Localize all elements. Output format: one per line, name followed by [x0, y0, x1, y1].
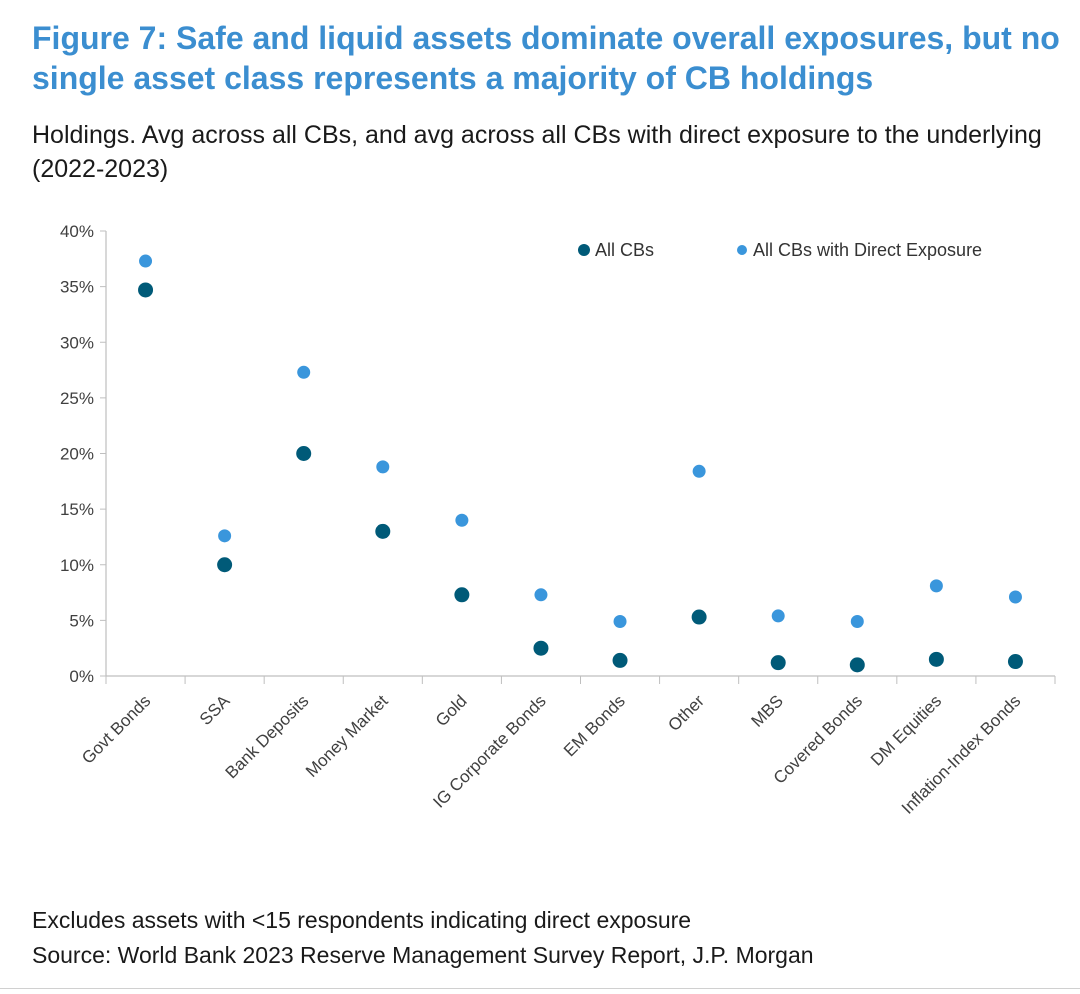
y-tick-label: 5%	[69, 611, 94, 630]
point-direct-exposure	[297, 365, 311, 379]
legend-marker	[737, 245, 747, 255]
point-all-cbs	[691, 609, 707, 625]
point-all-cbs	[849, 657, 865, 673]
point-all-cbs	[375, 523, 391, 539]
y-tick-label: 30%	[60, 333, 94, 352]
point-direct-exposure	[850, 614, 864, 628]
x-tick-label: Govt Bonds	[78, 691, 154, 767]
chart-subtitle: Holdings. Avg across all CBs, and avg ac…	[32, 121, 1042, 183]
x-tick-label: Money Market	[302, 691, 392, 781]
legend-marker	[578, 244, 590, 256]
x-tick-label: MBS	[748, 691, 787, 730]
point-all-cbs	[296, 446, 312, 461]
point-all-cbs	[1007, 654, 1023, 670]
point-direct-exposure	[139, 254, 153, 268]
x-tick-label: EM Bonds	[560, 691, 629, 760]
y-tick-label: 20%	[60, 445, 94, 464]
chart-title: Figure 7: Safe and liquid assets dominat…	[32, 20, 1060, 96]
point-all-cbs	[217, 557, 233, 573]
chart-legend: All CBs All CBs with Direct Exposure	[578, 240, 982, 260]
point-direct-exposure	[929, 579, 943, 593]
y-tick-label: 35%	[60, 278, 94, 297]
point-direct-exposure	[455, 513, 469, 527]
point-direct-exposure	[218, 529, 232, 543]
point-direct-exposure	[376, 460, 390, 474]
scatter-chart: 0% 5% 10% 15% 20% 25% 30% 35% 40% Govt Bonds SSABa…	[60, 222, 1056, 818]
point-all-cbs	[770, 655, 786, 671]
x-tick-label: Other	[664, 691, 708, 735]
chart-marks	[138, 254, 1023, 673]
legend-label: All CBs with Direct Exposure	[753, 240, 982, 260]
point-direct-exposure	[692, 464, 706, 478]
footnote: Excludes assets with <15 respondents ind…	[32, 907, 692, 933]
source-note: Source: World Bank 2023 Reserve Manageme…	[32, 942, 814, 968]
chart-axes: 0% 5% 10% 15% 20% 25% 30% 35% 40% Govt Bonds SSABa…	[60, 222, 1056, 818]
y-tick-label: 25%	[60, 389, 94, 408]
point-all-cbs	[533, 640, 549, 656]
point-direct-exposure	[771, 609, 785, 623]
bottom-divider	[0, 988, 1080, 989]
y-tick-label: 15%	[60, 500, 94, 519]
point-direct-exposure	[613, 614, 627, 628]
y-tick-label: 10%	[60, 556, 94, 575]
point-all-cbs	[928, 651, 944, 667]
point-direct-exposure	[534, 588, 548, 602]
point-all-cbs	[138, 282, 154, 298]
y-tick-label: 0%	[69, 667, 94, 686]
x-tick-label: Bank Deposits	[222, 691, 313, 782]
point-direct-exposure	[1008, 590, 1022, 604]
x-tick-label: SSA	[196, 691, 234, 729]
y-tick-label: 40%	[60, 222, 94, 241]
x-tick-label: Gold	[432, 691, 471, 730]
x-tick-label: DM Equities	[867, 691, 945, 769]
legend-label: All CBs	[595, 240, 654, 260]
point-all-cbs	[612, 652, 628, 668]
point-all-cbs	[454, 587, 470, 603]
